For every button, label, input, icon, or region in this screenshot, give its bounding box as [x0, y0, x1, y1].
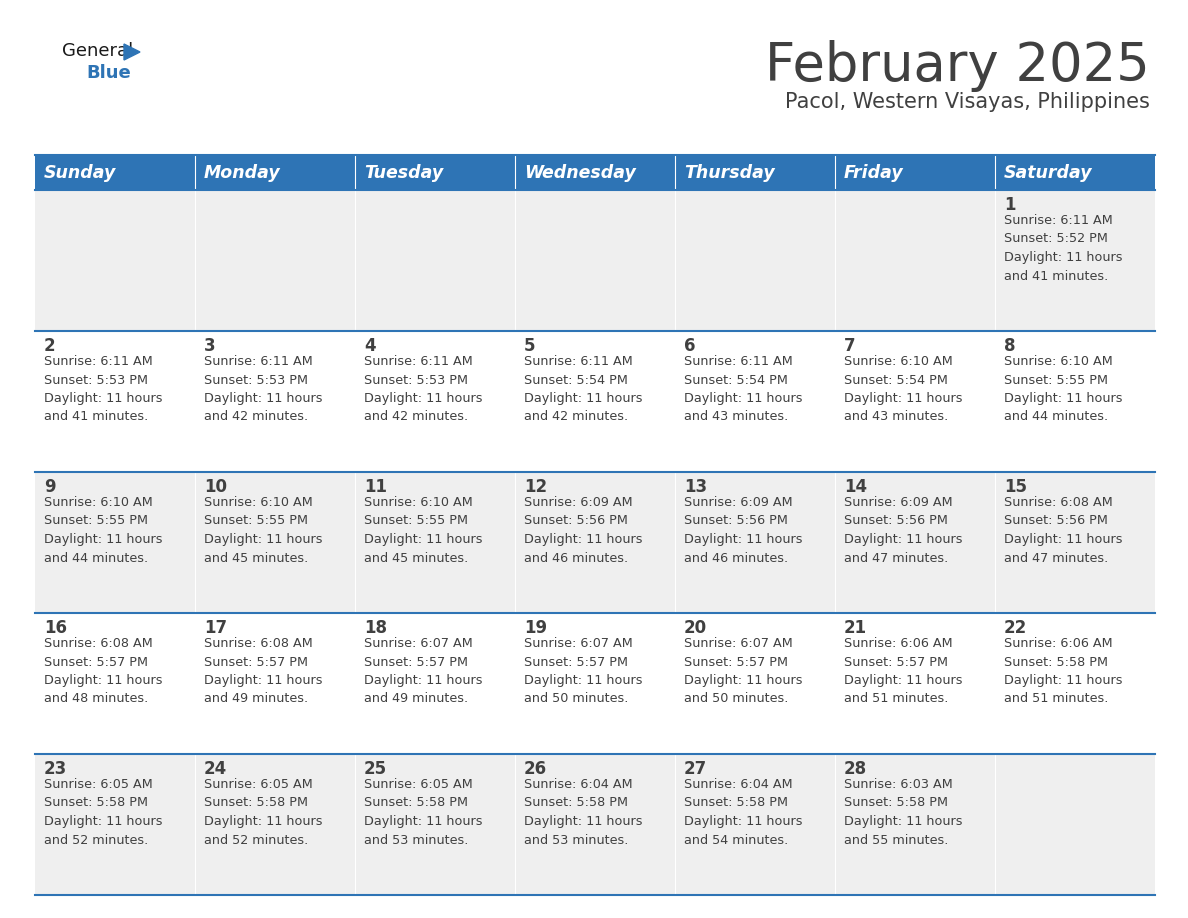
Text: Sunrise: 6:10 AM
Sunset: 5:55 PM
Daylight: 11 hours
and 45 minutes.: Sunrise: 6:10 AM Sunset: 5:55 PM Dayligh…: [364, 496, 482, 565]
Text: 13: 13: [684, 478, 707, 496]
Text: Tuesday: Tuesday: [364, 164, 443, 183]
Polygon shape: [124, 44, 140, 60]
FancyBboxPatch shape: [34, 155, 1155, 190]
Text: 6: 6: [684, 337, 695, 355]
Text: Blue: Blue: [86, 64, 131, 82]
Text: 18: 18: [364, 619, 387, 637]
Text: Sunrise: 6:09 AM
Sunset: 5:56 PM
Daylight: 11 hours
and 47 minutes.: Sunrise: 6:09 AM Sunset: 5:56 PM Dayligh…: [843, 496, 962, 565]
Text: Sunrise: 6:09 AM
Sunset: 5:56 PM
Daylight: 11 hours
and 46 minutes.: Sunrise: 6:09 AM Sunset: 5:56 PM Dayligh…: [684, 496, 803, 565]
Text: Sunrise: 6:05 AM
Sunset: 5:58 PM
Daylight: 11 hours
and 52 minutes.: Sunrise: 6:05 AM Sunset: 5:58 PM Dayligh…: [44, 778, 163, 846]
Text: 11: 11: [364, 478, 387, 496]
Text: 5: 5: [524, 337, 536, 355]
Text: Sunrise: 6:10 AM
Sunset: 5:54 PM
Daylight: 11 hours
and 43 minutes.: Sunrise: 6:10 AM Sunset: 5:54 PM Dayligh…: [843, 355, 962, 423]
Text: 25: 25: [364, 760, 387, 778]
Text: Sunrise: 6:11 AM
Sunset: 5:54 PM
Daylight: 11 hours
and 43 minutes.: Sunrise: 6:11 AM Sunset: 5:54 PM Dayligh…: [684, 355, 803, 423]
Text: 16: 16: [44, 619, 67, 637]
Text: 15: 15: [1004, 478, 1026, 496]
Text: February 2025: February 2025: [765, 40, 1150, 92]
Text: 10: 10: [204, 478, 227, 496]
Text: 26: 26: [524, 760, 548, 778]
Text: 7: 7: [843, 337, 855, 355]
Text: 4: 4: [364, 337, 375, 355]
Text: Sunrise: 6:11 AM
Sunset: 5:53 PM
Daylight: 11 hours
and 41 minutes.: Sunrise: 6:11 AM Sunset: 5:53 PM Dayligh…: [44, 355, 163, 423]
Text: Sunrise: 6:06 AM
Sunset: 5:57 PM
Daylight: 11 hours
and 51 minutes.: Sunrise: 6:06 AM Sunset: 5:57 PM Dayligh…: [843, 637, 962, 706]
Text: Sunrise: 6:05 AM
Sunset: 5:58 PM
Daylight: 11 hours
and 52 minutes.: Sunrise: 6:05 AM Sunset: 5:58 PM Dayligh…: [204, 778, 322, 846]
Text: Sunrise: 6:10 AM
Sunset: 5:55 PM
Daylight: 11 hours
and 44 minutes.: Sunrise: 6:10 AM Sunset: 5:55 PM Dayligh…: [1004, 355, 1123, 423]
FancyBboxPatch shape: [34, 754, 1155, 895]
Text: 28: 28: [843, 760, 867, 778]
Text: Sunrise: 6:04 AM
Sunset: 5:58 PM
Daylight: 11 hours
and 54 minutes.: Sunrise: 6:04 AM Sunset: 5:58 PM Dayligh…: [684, 778, 803, 846]
Text: Sunrise: 6:08 AM
Sunset: 5:57 PM
Daylight: 11 hours
and 48 minutes.: Sunrise: 6:08 AM Sunset: 5:57 PM Dayligh…: [44, 637, 163, 706]
Text: Thursday: Thursday: [684, 164, 775, 183]
Text: Sunrise: 6:07 AM
Sunset: 5:57 PM
Daylight: 11 hours
and 50 minutes.: Sunrise: 6:07 AM Sunset: 5:57 PM Dayligh…: [524, 637, 643, 706]
Text: 3: 3: [204, 337, 216, 355]
Text: Pacol, Western Visayas, Philippines: Pacol, Western Visayas, Philippines: [785, 92, 1150, 112]
Text: 8: 8: [1004, 337, 1016, 355]
Text: 23: 23: [44, 760, 68, 778]
Text: Sunrise: 6:11 AM
Sunset: 5:53 PM
Daylight: 11 hours
and 42 minutes.: Sunrise: 6:11 AM Sunset: 5:53 PM Dayligh…: [204, 355, 322, 423]
Text: Sunrise: 6:09 AM
Sunset: 5:56 PM
Daylight: 11 hours
and 46 minutes.: Sunrise: 6:09 AM Sunset: 5:56 PM Dayligh…: [524, 496, 643, 565]
Text: Sunrise: 6:03 AM
Sunset: 5:58 PM
Daylight: 11 hours
and 55 minutes.: Sunrise: 6:03 AM Sunset: 5:58 PM Dayligh…: [843, 778, 962, 846]
Text: Sunday: Sunday: [44, 164, 116, 183]
Text: Sunrise: 6:10 AM
Sunset: 5:55 PM
Daylight: 11 hours
and 44 minutes.: Sunrise: 6:10 AM Sunset: 5:55 PM Dayligh…: [44, 496, 163, 565]
FancyBboxPatch shape: [34, 190, 1155, 331]
Text: Sunrise: 6:11 AM
Sunset: 5:53 PM
Daylight: 11 hours
and 42 minutes.: Sunrise: 6:11 AM Sunset: 5:53 PM Dayligh…: [364, 355, 482, 423]
Text: Saturday: Saturday: [1004, 164, 1093, 183]
Text: Friday: Friday: [843, 164, 904, 183]
Text: 19: 19: [524, 619, 548, 637]
FancyBboxPatch shape: [34, 613, 1155, 754]
Text: General: General: [62, 42, 133, 60]
Text: Sunrise: 6:04 AM
Sunset: 5:58 PM
Daylight: 11 hours
and 53 minutes.: Sunrise: 6:04 AM Sunset: 5:58 PM Dayligh…: [524, 778, 643, 846]
FancyBboxPatch shape: [34, 331, 1155, 472]
Text: 22: 22: [1004, 619, 1028, 637]
Text: 21: 21: [843, 619, 867, 637]
Text: Sunrise: 6:11 AM
Sunset: 5:52 PM
Daylight: 11 hours
and 41 minutes.: Sunrise: 6:11 AM Sunset: 5:52 PM Dayligh…: [1004, 214, 1123, 283]
Text: 2: 2: [44, 337, 56, 355]
Text: Sunrise: 6:07 AM
Sunset: 5:57 PM
Daylight: 11 hours
and 50 minutes.: Sunrise: 6:07 AM Sunset: 5:57 PM Dayligh…: [684, 637, 803, 706]
Text: Sunrise: 6:05 AM
Sunset: 5:58 PM
Daylight: 11 hours
and 53 minutes.: Sunrise: 6:05 AM Sunset: 5:58 PM Dayligh…: [364, 778, 482, 846]
Text: Wednesday: Wednesday: [524, 164, 636, 183]
Text: 12: 12: [524, 478, 548, 496]
Text: 14: 14: [843, 478, 867, 496]
Text: Sunrise: 6:08 AM
Sunset: 5:57 PM
Daylight: 11 hours
and 49 minutes.: Sunrise: 6:08 AM Sunset: 5:57 PM Dayligh…: [204, 637, 322, 706]
Text: 24: 24: [204, 760, 227, 778]
Text: Sunrise: 6:07 AM
Sunset: 5:57 PM
Daylight: 11 hours
and 49 minutes.: Sunrise: 6:07 AM Sunset: 5:57 PM Dayligh…: [364, 637, 482, 706]
Text: 17: 17: [204, 619, 227, 637]
Text: Sunrise: 6:11 AM
Sunset: 5:54 PM
Daylight: 11 hours
and 42 minutes.: Sunrise: 6:11 AM Sunset: 5:54 PM Dayligh…: [524, 355, 643, 423]
Text: Monday: Monday: [204, 164, 280, 183]
Text: 9: 9: [44, 478, 56, 496]
Text: 1: 1: [1004, 196, 1016, 214]
Text: Sunrise: 6:06 AM
Sunset: 5:58 PM
Daylight: 11 hours
and 51 minutes.: Sunrise: 6:06 AM Sunset: 5:58 PM Dayligh…: [1004, 637, 1123, 706]
Text: Sunrise: 6:08 AM
Sunset: 5:56 PM
Daylight: 11 hours
and 47 minutes.: Sunrise: 6:08 AM Sunset: 5:56 PM Dayligh…: [1004, 496, 1123, 565]
Text: 27: 27: [684, 760, 707, 778]
FancyBboxPatch shape: [34, 472, 1155, 613]
Text: Sunrise: 6:10 AM
Sunset: 5:55 PM
Daylight: 11 hours
and 45 minutes.: Sunrise: 6:10 AM Sunset: 5:55 PM Dayligh…: [204, 496, 322, 565]
Text: 20: 20: [684, 619, 707, 637]
